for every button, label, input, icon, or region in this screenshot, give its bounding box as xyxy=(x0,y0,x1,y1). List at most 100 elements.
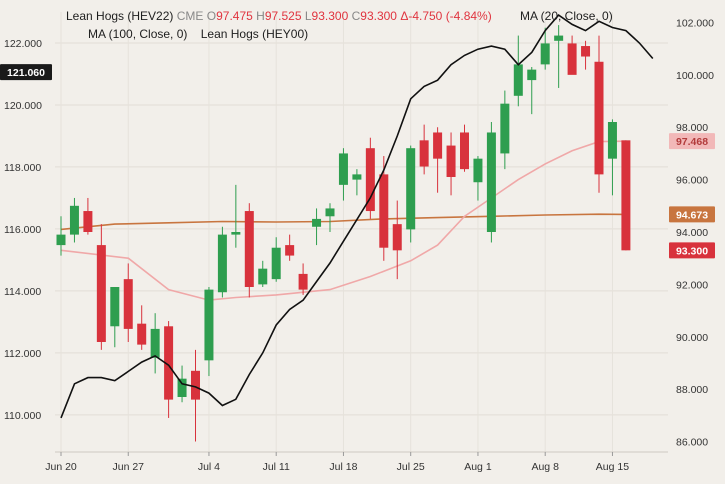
right-axis: 86.000 88.000 90.000 92.000 94.000 96.000 98.0… xyxy=(676,17,714,448)
high-value: 97.525 xyxy=(264,9,302,23)
ma20-line-group xyxy=(60,140,626,301)
candle-body xyxy=(406,148,416,230)
x-tick-label: Jul 25 xyxy=(397,461,425,473)
close-label: C xyxy=(351,9,361,23)
candle-body xyxy=(137,323,147,345)
candle-body xyxy=(540,43,550,65)
candle-body xyxy=(392,224,402,251)
low-label: L xyxy=(304,9,312,23)
candle-body xyxy=(312,218,322,227)
candle-body xyxy=(258,268,268,285)
candle-body xyxy=(110,287,120,327)
candle-body xyxy=(379,174,389,248)
left-tick-label: 120.000 xyxy=(4,100,42,112)
candle-body xyxy=(231,232,241,235)
left-tick-label: 116.000 xyxy=(4,224,41,236)
right-tick-label: 102.000 xyxy=(676,17,714,29)
candle-body xyxy=(581,46,591,57)
candle-body xyxy=(554,35,564,41)
ma100-label[interactable]: MA (100, Close, 0) xyxy=(88,27,188,41)
candle-body xyxy=(83,211,93,232)
candle-body xyxy=(271,247,281,280)
left-tick-label: 114.000 xyxy=(4,286,41,298)
candle-body xyxy=(460,132,469,170)
x-axis: Jun 20 Jun 27 Jul 4 Jul 11 Jul 18 Jul 25 Aug 1… xyxy=(45,451,668,473)
candle-body xyxy=(419,140,429,167)
left-tick-label: 110.000 xyxy=(4,410,41,422)
right-tick-label: 90.000 xyxy=(676,332,708,344)
high-label: H xyxy=(256,9,265,23)
price-tag-box xyxy=(669,206,715,223)
ma20-label: MA (20, Close, 0) xyxy=(520,9,613,23)
right-tick-label: 98.000 xyxy=(676,122,708,134)
candle-body xyxy=(473,158,483,183)
candle-body xyxy=(567,43,577,75)
x-tick-label: Jul 18 xyxy=(329,461,357,473)
candle-body xyxy=(191,370,200,400)
right-tick-label: 100.000 xyxy=(676,70,714,82)
x-tick-label: Jun 27 xyxy=(112,461,144,473)
candle-body xyxy=(527,69,537,81)
candle-body xyxy=(433,132,443,159)
x-tick-label: Jul 11 xyxy=(263,461,290,473)
candle-body xyxy=(164,326,174,400)
x-tick-label: Aug 1 xyxy=(464,461,492,473)
x-tick-label: Aug 15 xyxy=(596,461,629,473)
hey00-line-group xyxy=(60,14,654,419)
left-tick-label: 112.000 xyxy=(4,348,41,360)
x-tick-label: Aug 8 xyxy=(531,461,559,473)
candle-body xyxy=(607,122,617,159)
right-tick-label: 96.000 xyxy=(676,175,708,187)
exchange: CME xyxy=(176,9,204,23)
price-tag-box xyxy=(669,242,715,259)
x-tick-label: Jun 20 xyxy=(45,461,77,473)
right-tick-label: 94.000 xyxy=(676,227,708,239)
candle-body xyxy=(69,205,79,235)
left-axis: 110.000 112.000 114.000 116.000 118.000 120.0… xyxy=(4,38,42,422)
candle-body xyxy=(500,103,510,154)
open-value: 97.475 xyxy=(216,9,253,23)
candle-body xyxy=(96,245,106,342)
price-tags: 121.060 97.468 94.673 93.300 xyxy=(0,64,715,259)
candle-body xyxy=(621,140,631,251)
legend-row-2: MA (100, Close, 0) Lean Hogs (HEY00) xyxy=(88,27,308,41)
price-tag-label: 93.300 xyxy=(676,245,708,257)
candle-body xyxy=(352,174,362,180)
right-tick-label: 86.000 xyxy=(676,437,708,449)
price-tag-label: 121.060 xyxy=(7,67,45,79)
hey00-line xyxy=(60,14,654,419)
candle-body xyxy=(325,208,335,217)
candle-body xyxy=(56,234,66,246)
left-tick-label: 118.000 xyxy=(4,162,41,174)
symbol-name[interactable]: Lean Hogs (HEV22) xyxy=(66,9,174,23)
candle-body xyxy=(446,145,456,177)
price-tag-label: 97.468 xyxy=(676,136,708,148)
low-value: 93.300 xyxy=(311,9,349,23)
close-value: 93.300 xyxy=(360,9,397,23)
compare-label[interactable]: Lean Hogs (HEY00) xyxy=(200,27,309,41)
candle-body xyxy=(486,132,496,232)
change-value: Δ-4.750 (-4.84%) xyxy=(400,9,492,23)
candles-group xyxy=(56,25,631,442)
candle-body xyxy=(298,273,308,290)
x-tick-label: Jul 4 xyxy=(198,461,220,473)
candle-body xyxy=(150,328,160,358)
price-tag-label: 94.673 xyxy=(676,209,708,221)
right-tick-label: 92.000 xyxy=(676,279,708,291)
candle-body xyxy=(365,148,375,212)
candle-body xyxy=(244,211,254,287)
candle-body xyxy=(338,153,348,185)
ma20-legend[interactable]: MA (20, Close, 0) xyxy=(520,9,613,23)
ma20-line xyxy=(60,140,626,301)
candle-body xyxy=(513,64,523,96)
price-tag-box xyxy=(0,64,52,81)
candle-body xyxy=(594,61,604,175)
candle-body xyxy=(217,234,227,293)
candle-body xyxy=(177,378,187,397)
candle-body xyxy=(123,279,133,329)
legend-row-1: Lean Hogs (HEV22) CME O97.475 H97.525 L9… xyxy=(66,9,492,23)
open-label: O xyxy=(206,9,217,23)
candle-body xyxy=(204,289,214,361)
candle-body xyxy=(285,245,295,256)
